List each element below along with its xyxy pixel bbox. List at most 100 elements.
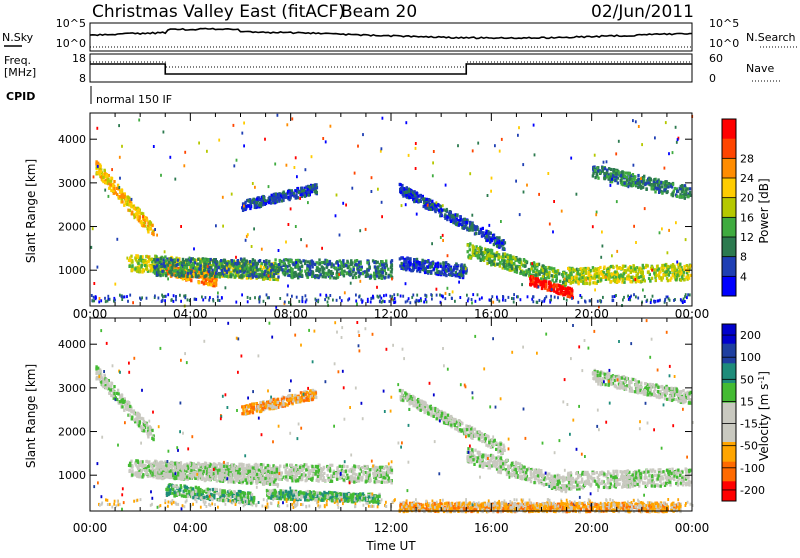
power-cell	[291, 192, 293, 195]
power-cell	[338, 273, 340, 276]
power-cell	[345, 204, 347, 207]
power-cell	[481, 296, 483, 299]
nave-tick-bottom: 0	[709, 72, 716, 85]
power-cell	[324, 298, 326, 301]
power-cell	[282, 262, 284, 265]
power-cell	[577, 282, 579, 285]
power-cell	[336, 194, 338, 197]
power-cell	[241, 260, 243, 263]
power-cell	[616, 200, 618, 203]
power-cell	[436, 294, 438, 297]
power-cell	[367, 273, 369, 276]
power-cell	[329, 294, 331, 297]
power-cell	[503, 265, 505, 268]
power-cell	[301, 264, 303, 267]
power-cell	[480, 252, 482, 255]
power-cell	[424, 206, 426, 209]
power-cell	[342, 265, 344, 268]
power-cell	[199, 264, 201, 267]
power-cell	[268, 185, 270, 188]
power-cell	[379, 295, 381, 298]
power-cell	[251, 273, 253, 276]
power-cell	[421, 259, 423, 262]
power-cell	[235, 301, 237, 304]
power-cell	[684, 184, 686, 187]
power-cell	[98, 300, 100, 303]
velocity-cell	[137, 414, 139, 417]
power-cell	[644, 207, 646, 210]
power-cell	[397, 293, 399, 296]
power-cell	[469, 248, 471, 251]
power-cell	[506, 260, 508, 263]
power-cell	[327, 270, 329, 273]
power-cell	[357, 145, 359, 148]
power-cell	[643, 175, 645, 178]
power-cell	[570, 271, 572, 274]
power-cell	[231, 193, 233, 196]
power-cell	[585, 272, 587, 275]
power-cell	[121, 194, 123, 197]
power-cell	[284, 301, 286, 304]
power-cell	[416, 299, 418, 302]
power-cell	[647, 181, 649, 184]
power-cell	[488, 261, 490, 264]
power-cell	[536, 263, 538, 266]
power-cell	[472, 149, 474, 152]
power-cell	[146, 267, 148, 270]
power-cell	[545, 283, 547, 286]
power-cell	[91, 294, 93, 297]
power-cell	[305, 300, 307, 303]
power-cell	[666, 296, 668, 299]
power-cell	[377, 261, 379, 264]
power-cell	[430, 208, 432, 211]
power-cell	[174, 258, 176, 261]
noise-tick-right-bottom: 10^0	[709, 37, 739, 50]
power-cell	[205, 282, 207, 285]
power-cell	[439, 294, 441, 297]
power-cell	[489, 299, 491, 302]
power-cell	[198, 142, 200, 145]
power-cell	[654, 136, 656, 139]
power-cell	[610, 280, 612, 283]
power-cell	[570, 157, 572, 160]
power-cell	[481, 234, 483, 237]
power-cell	[237, 262, 239, 265]
power-cell	[316, 261, 318, 264]
y-tick-label: 4000	[58, 133, 86, 146]
power-cell	[469, 228, 471, 231]
power-cell	[163, 131, 165, 134]
power-cell	[601, 231, 603, 234]
velocity-cell	[138, 417, 140, 420]
power-cell	[520, 298, 522, 301]
power-cell	[175, 295, 177, 298]
power-cell	[422, 266, 424, 269]
power-cell	[162, 274, 164, 277]
power-cell	[637, 297, 639, 300]
power-cell	[445, 265, 447, 268]
power-cell	[499, 265, 501, 268]
power-cell	[108, 187, 110, 190]
power-cell	[184, 296, 186, 299]
power-cell	[249, 265, 251, 268]
power-cell	[271, 263, 273, 266]
power-cell	[437, 262, 439, 265]
power-cell	[518, 126, 520, 129]
power-cell	[669, 279, 671, 282]
power-cell	[110, 180, 112, 183]
power-cell	[259, 202, 261, 205]
power-cell	[131, 211, 133, 214]
power-cell	[344, 291, 346, 294]
power-cell	[408, 190, 410, 193]
power-cell	[471, 214, 473, 217]
power-cell	[603, 161, 605, 164]
power-cell	[558, 284, 560, 287]
power-cell	[267, 296, 269, 299]
power-cell	[493, 243, 495, 246]
power-cell	[162, 259, 164, 262]
power-cell	[551, 288, 553, 291]
power-cell	[619, 274, 621, 277]
power-cell	[236, 159, 238, 162]
power-cell	[385, 272, 387, 275]
power-cell	[626, 179, 628, 182]
power-cell	[140, 265, 142, 268]
